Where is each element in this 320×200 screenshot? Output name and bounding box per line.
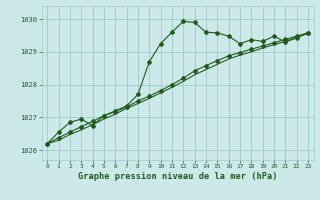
X-axis label: Graphe pression niveau de la mer (hPa): Graphe pression niveau de la mer (hPa) (78, 172, 277, 181)
